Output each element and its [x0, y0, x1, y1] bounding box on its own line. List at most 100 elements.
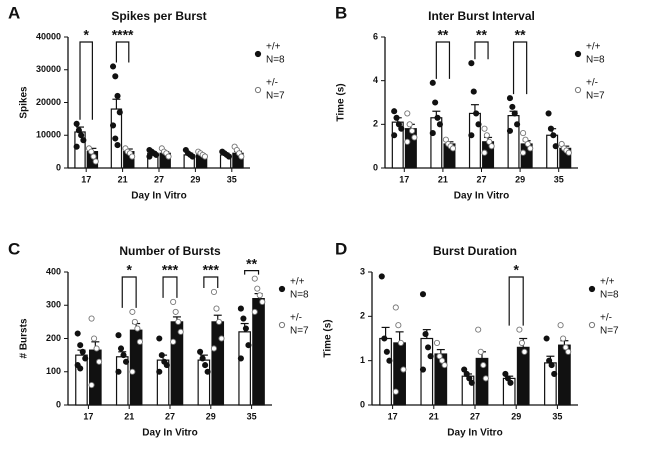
data-point [520, 130, 527, 137]
x-tick-label: 29 [190, 174, 200, 184]
data-point [392, 388, 399, 395]
y-tick-label: 0 [373, 162, 378, 172]
y-tick-label: 10000 [36, 130, 61, 140]
data-point [429, 79, 436, 86]
significance-bracket [162, 276, 178, 298]
data-point [225, 153, 233, 160]
data-point [439, 357, 446, 364]
y-tick-label: 6 [373, 31, 378, 41]
data-point [112, 73, 119, 80]
data-point [197, 348, 204, 355]
data-point [77, 365, 84, 372]
data-point [565, 149, 572, 156]
x-tick-label: 21 [118, 174, 128, 184]
data-point [398, 125, 405, 132]
x-tick-label: 35 [227, 174, 237, 184]
data-point [514, 121, 521, 128]
data-point [73, 143, 80, 150]
data-point [218, 335, 225, 342]
data-point [383, 348, 390, 355]
y-tick-label: 300 [46, 300, 61, 310]
data-point [411, 134, 418, 141]
significance-label: ** [515, 27, 526, 43]
data-point [79, 348, 86, 355]
data-point [172, 308, 179, 315]
legend-label: +/+ [600, 277, 615, 288]
x-axis-label: Day In Vitro [131, 191, 186, 202]
y-tick-label: 0 [56, 399, 61, 409]
x-tick-label: 27 [154, 174, 164, 184]
y-tick-label: 200 [46, 333, 61, 343]
data-point [254, 285, 261, 292]
x-tick-label: 35 [552, 411, 562, 421]
data-point [516, 326, 523, 333]
bar [211, 321, 225, 406]
data-point [386, 357, 393, 364]
data-point [468, 379, 475, 386]
data-point [391, 132, 398, 139]
legend-label: +/+ [266, 42, 281, 53]
data-point [449, 145, 457, 152]
bar [544, 362, 557, 406]
data-point [378, 273, 385, 280]
panel-letter: D [335, 239, 347, 258]
legend-label: +/+ [290, 277, 305, 288]
data-point [392, 304, 399, 311]
data-point [93, 345, 100, 352]
data-point [201, 153, 209, 160]
data-point [475, 326, 482, 333]
y-tick-label: 4 [373, 75, 378, 85]
y-axis-label: # Bursts [19, 318, 30, 358]
data-point [156, 368, 163, 375]
data-point [210, 345, 218, 352]
y-tick-label: 3 [360, 266, 365, 276]
data-point [546, 357, 553, 364]
legend-label: +/- [266, 78, 278, 89]
data-point [170, 338, 177, 345]
y-tick-label: 0 [360, 399, 365, 409]
data-point [77, 342, 84, 349]
bar [89, 349, 102, 406]
data-point [552, 143, 559, 150]
significance-bracket [435, 41, 451, 79]
significance-bracket [121, 276, 137, 308]
data-point [466, 375, 473, 382]
x-tick-label: 35 [247, 411, 257, 421]
y-axis-label: Time (s) [323, 319, 334, 357]
data-point [406, 121, 413, 128]
data-point [475, 121, 482, 128]
data-point [422, 331, 429, 338]
panel-letter: B [335, 3, 347, 22]
x-axis-label: Day In Vitro [142, 428, 197, 439]
data-point [199, 355, 206, 362]
data-point [477, 348, 484, 355]
data-point [560, 335, 567, 342]
data-point [129, 368, 136, 375]
data-point [75, 127, 82, 134]
legend-marker [254, 50, 262, 58]
legend-label: +/+ [586, 42, 601, 53]
data-point [156, 335, 163, 342]
data-point [158, 352, 165, 359]
significance-bracket [115, 41, 130, 63]
data-point [153, 151, 160, 158]
x-tick-label: 35 [554, 174, 564, 184]
y-axis-label: Time (s) [336, 83, 347, 121]
y-tick-label: 1 [360, 355, 365, 365]
panel-letter: A [8, 3, 20, 22]
data-point [557, 322, 564, 329]
data-point [242, 325, 249, 332]
data-point [483, 132, 490, 139]
data-point [441, 362, 448, 369]
significance-label: * [126, 262, 132, 278]
data-point [175, 318, 182, 325]
data-point [129, 308, 136, 315]
data-point [237, 355, 244, 362]
data-point [506, 95, 514, 102]
y-tick-label: 2 [360, 311, 365, 321]
data-point [433, 339, 441, 346]
data-point [251, 308, 258, 315]
x-tick-label: 29 [515, 174, 525, 184]
data-point [92, 158, 99, 165]
